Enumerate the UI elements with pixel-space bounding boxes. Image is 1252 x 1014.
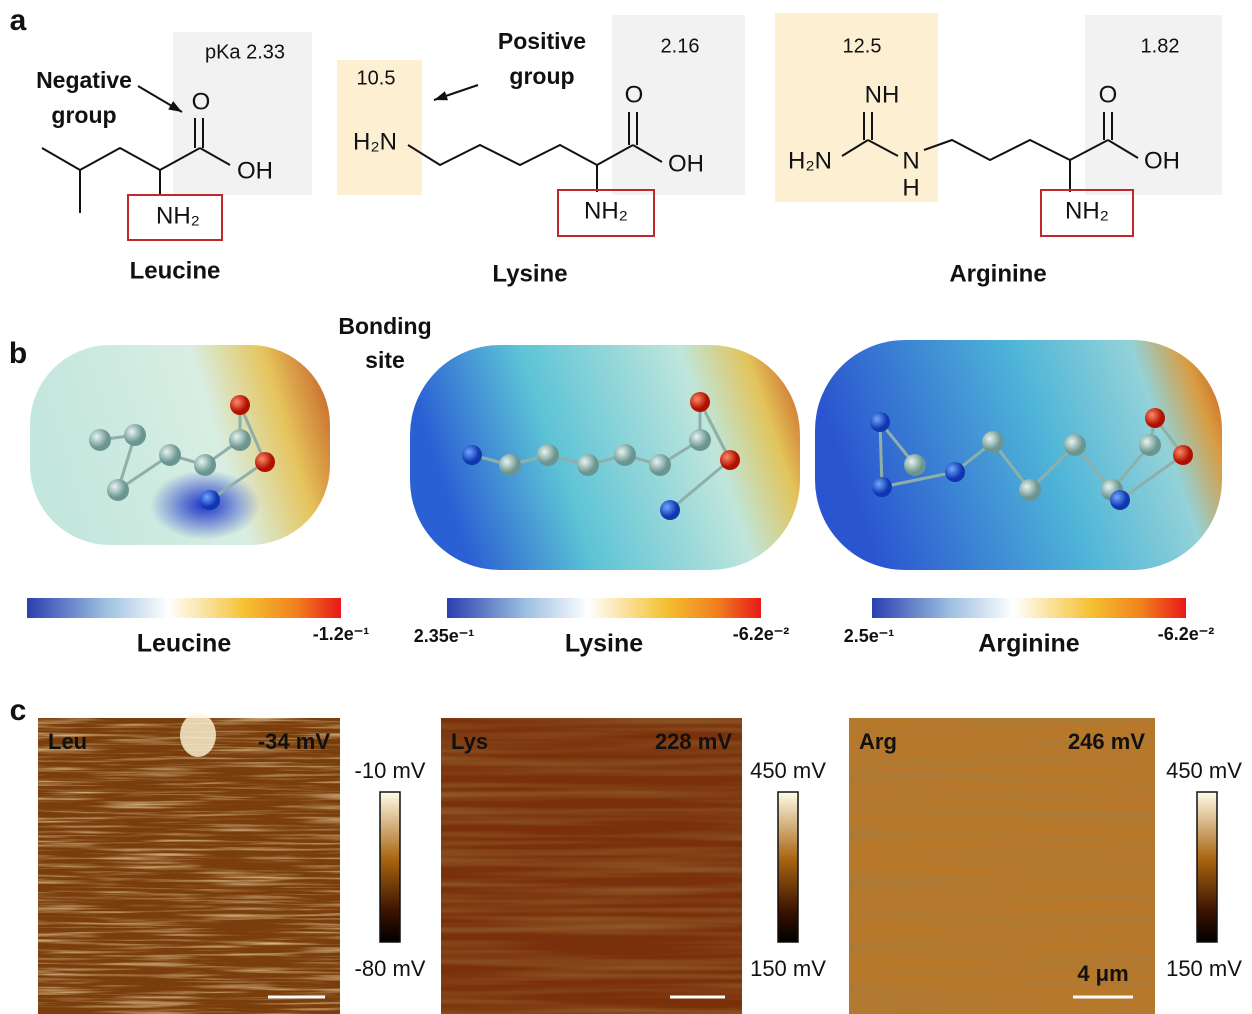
kpfm-texture [441,718,742,1014]
label: OH [237,157,273,184]
panel-label: a [10,4,27,37]
atom [1145,408,1165,428]
label: NH₂ [1065,197,1109,224]
colorbar-name: Lysine [565,630,643,658]
colorbar-max: -6.2e⁻² [733,624,790,644]
label: N [902,147,919,174]
colorbar-max: 450 mV [750,758,826,783]
atom [200,490,220,510]
potential-colorbar [380,792,400,942]
atom [1139,434,1161,456]
molecule-name: Lysine [492,260,567,287]
label: NH [865,81,900,108]
colorbar-max: 450 mV [1166,758,1242,783]
atom [537,444,559,466]
label: 2.16 [661,35,700,57]
annotation: Positive [498,28,586,54]
kpfm-texture [38,718,340,1014]
atom [229,429,251,451]
sample-label: Arg [859,729,897,754]
label: NH₂ [584,197,628,224]
esp-surface [815,340,1222,570]
label: H₂N [788,147,832,174]
colorbar-min: 150 mV [1166,956,1242,981]
annotation: group [51,102,116,128]
atom [255,452,275,472]
potential-label: 228 mV [655,729,732,754]
colorbar-min: 2.35e⁻¹ [414,626,475,646]
sample-label: Leu [48,729,87,754]
atom [577,454,599,476]
colorbar-max: -1.2e⁻¹ [313,624,370,644]
atom [1173,445,1193,465]
label: NH₂ [156,202,200,229]
colorbar [447,598,761,618]
bond [924,140,1108,160]
atom [614,444,636,466]
colorbar-min: 2.5e⁻¹ [844,626,895,646]
panel-label: c [10,694,27,727]
atom [1064,434,1086,456]
label: O [1099,81,1118,108]
colorbar [27,598,341,618]
atom [107,479,129,501]
atom [230,395,250,415]
bond [408,145,633,165]
label: O [192,88,211,115]
colorbar-min: -80 mV [355,956,426,981]
label: 10.5 [357,67,396,89]
atom [982,431,1004,453]
sample-label: Lys [451,729,488,754]
bright-spot [180,713,216,757]
annotation: Bonding [338,313,431,339]
atom [194,454,216,476]
atom [462,445,482,465]
atom [1110,490,1130,510]
label: pKa 2.33 [205,41,285,63]
atom [124,424,146,446]
atom [689,429,711,451]
label: H [902,174,919,201]
figure: apKa 2.33OOHNH₂LeucineNegativegroup2.161… [0,0,1252,1014]
atom [870,412,890,432]
label: 12.5 [843,35,882,57]
colorbar-min: 150 mV [750,956,826,981]
arrow-head [434,91,448,100]
annotation: group [509,63,574,89]
potential-label: 246 mV [1068,729,1145,754]
annotation: site [365,347,405,373]
atom [720,450,740,470]
atom [945,462,965,482]
atom [872,477,892,497]
atom [1019,479,1041,501]
colorbar-max: -6.2e⁻² [1158,624,1215,644]
colorbar [872,598,1186,618]
label: OH [1144,147,1180,174]
label: H₂N [353,128,397,155]
atom [690,392,710,412]
atom [159,444,181,466]
atom [904,454,926,476]
label: OH [668,150,704,177]
colorbar-name: Leucine [137,630,232,658]
atom [89,429,111,451]
annotation: Negative [36,67,132,93]
label: O [625,81,644,108]
potential-colorbar [778,792,798,942]
panel-label: b [9,337,27,370]
potential-label: -34 mV [258,729,330,754]
atom [660,500,680,520]
atom [499,454,521,476]
molecule-name: Arginine [949,260,1046,287]
atom [649,454,671,476]
scale-bar-label: 4 μm [1077,961,1128,986]
molecule-name: Leucine [130,257,221,284]
colorbar-name: Arginine [978,630,1079,658]
colorbar-max: -10 mV [355,758,426,783]
potential-colorbar [1197,792,1217,942]
label: 1.82 [1141,35,1180,57]
